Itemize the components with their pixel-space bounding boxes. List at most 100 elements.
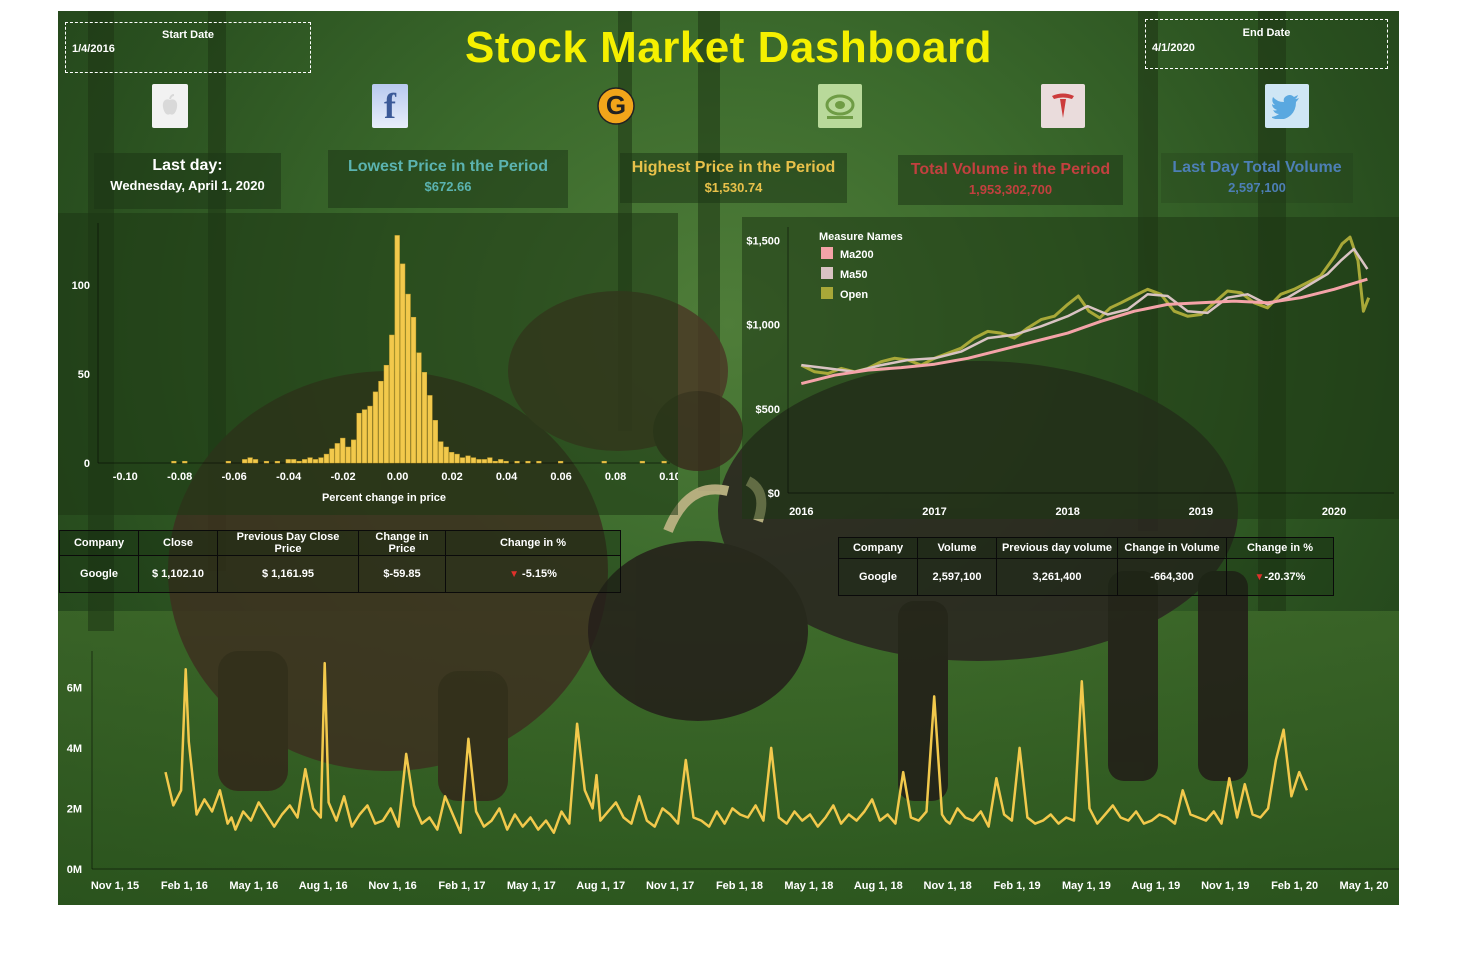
histogram-bar [285,459,291,464]
x-tick-label: 2018 [1055,506,1079,518]
histogram-bar [601,460,607,464]
facebook-logo-icon[interactable]: f [372,84,408,128]
total-volume-value: 1,953,302,700 [968,182,1053,197]
y-tick-label: 4M [67,743,82,755]
histogram-bar [536,460,542,464]
nvidia-logo-icon[interactable] [818,84,862,128]
table-row[interactable]: Google 2,597,100 3,261,400 -664,300 ▼-20… [838,558,1334,596]
total-volume-title: Total Volume in the Period [910,161,1111,178]
table-cell: Google [59,555,139,593]
x-tick-label: Aug 1, 18 [854,880,903,892]
x-tick-label: Nov 1, 15 [91,880,139,892]
table-cell: ▼-20.37% [1226,558,1334,596]
page-title: Stock Market Dashboard [465,23,992,72]
histogram-bar [661,460,667,464]
y-tick-label: $0 [768,488,780,500]
tesla-logo-icon[interactable] [1041,84,1085,128]
histogram-bar [438,441,444,464]
histogram-bar [454,453,460,464]
apple-logo-icon[interactable] [152,84,188,128]
x-tick-label: Nov 1, 17 [646,880,694,892]
highest-price-title: Highest Price in the Period [631,159,836,176]
histogram-bar [345,446,351,464]
x-tick-label: Feb 1, 18 [716,880,763,892]
y-tick-label: 6M [67,682,82,694]
histogram-bar [329,448,335,464]
svg-text:G: G [606,90,626,120]
histogram-bar [460,457,466,464]
lowest-price-value: $672.66 [424,179,472,194]
volume-table: Company Volume Previous day volume Chang… [838,537,1334,596]
x-tick-label: 2017 [922,506,946,518]
x-tick-label: Aug 1, 17 [576,880,625,892]
histogram-bar [361,409,368,464]
histogram-bar [465,455,471,464]
histogram-bar [302,459,308,464]
price-table: Company Close Previous Day Close Price C… [59,530,621,593]
google-logo-icon[interactable]: G [596,86,636,126]
histogram-bar [367,405,373,464]
total-volume-kpi: Total Volume in the Period 1,953,302,700 [898,155,1123,205]
histogram-bar [525,460,531,464]
series-line-ma200 [800,277,1368,386]
x-tick-label: 0.00 [387,471,408,483]
volume-table-header-row: Company Volume Previous day volume Chang… [838,537,1334,559]
table-cell: Google [838,558,918,596]
histogram-bar [470,457,477,464]
table-header: Change in % [1226,537,1334,559]
histogram-bar [356,412,362,464]
y-tick-label: 2M [67,803,82,815]
histogram-bar [394,235,400,464]
table-header: Close [138,530,218,556]
histogram-bar [476,459,482,464]
change-percent-value: -20.37% [1264,571,1306,583]
twitter-logo-icon[interactable] [1265,84,1309,128]
histogram-bar [274,460,280,464]
histogram-bar [318,457,324,464]
end-date-filter[interactable]: End Date 4/1/2020 [1145,19,1388,69]
histogram-bar [514,460,520,464]
series-line-ma50 [801,247,1369,374]
table-row[interactable]: Google $ 1,102.10 $ 1,161.95 $-59.85 ▼ -… [59,555,621,593]
histogram-bar [340,437,346,464]
down-triangle-icon: ▼ [509,569,519,580]
volume-series-line [164,661,1309,834]
histogram-bar [405,293,411,464]
histogram-bar [487,457,493,464]
x-tick-label: 0.02 [441,471,462,483]
histogram-bar [449,452,455,464]
histogram-bar [334,443,340,464]
last-day-volume-kpi: Last Day Total Volume 2,597,100 [1161,153,1353,203]
y-tick-label: 0M [67,864,82,876]
histogram-bar [372,391,379,464]
histogram-bar [182,460,188,464]
histogram-bar [383,364,389,464]
table-cell: $-59.85 [358,555,446,593]
last-day-volume-value: 2,597,100 [1228,180,1286,195]
x-tick-label: May 1, 18 [784,880,833,892]
x-tick-label: Aug 1, 16 [299,880,348,892]
histogram-bar [492,460,498,464]
histogram-bar [498,459,504,464]
y-tick-label: $500 [756,404,780,416]
histogram-bar [171,460,177,464]
table-cell: $ 1,161.95 [217,555,359,593]
histogram-bar [263,460,270,464]
start-date-filter[interactable]: Start Date 1/4/2016 [65,22,311,73]
last-day-kpi: Last day: Wednesday, April 1, 2020 [94,153,281,209]
x-tick-label: -0.02 [331,471,356,483]
histogram-panel: -0.10 -0.08 -0.06 -0.04 -0.02 0.00 0.02 0.04 0.0… [58,213,681,515]
x-tick-label: Feb 1, 17 [438,880,485,892]
x-tick-label: Nov 1, 18 [924,880,972,892]
table-header: Company [59,530,139,556]
x-tick-label: 2016 [789,506,813,518]
table-header: Previous Day Close Price [217,530,359,556]
table-cell: 3,261,400 [996,558,1118,596]
x-tick-label: -0.10 [113,471,138,483]
table-header: Change in % [445,530,621,556]
histogram-bar [312,459,319,464]
price-table-header-row: Company Close Previous Day Close Price C… [59,530,621,556]
legend-title: Measure Names [819,231,903,243]
histogram-bar [400,263,406,464]
legend-swatch [821,267,833,279]
